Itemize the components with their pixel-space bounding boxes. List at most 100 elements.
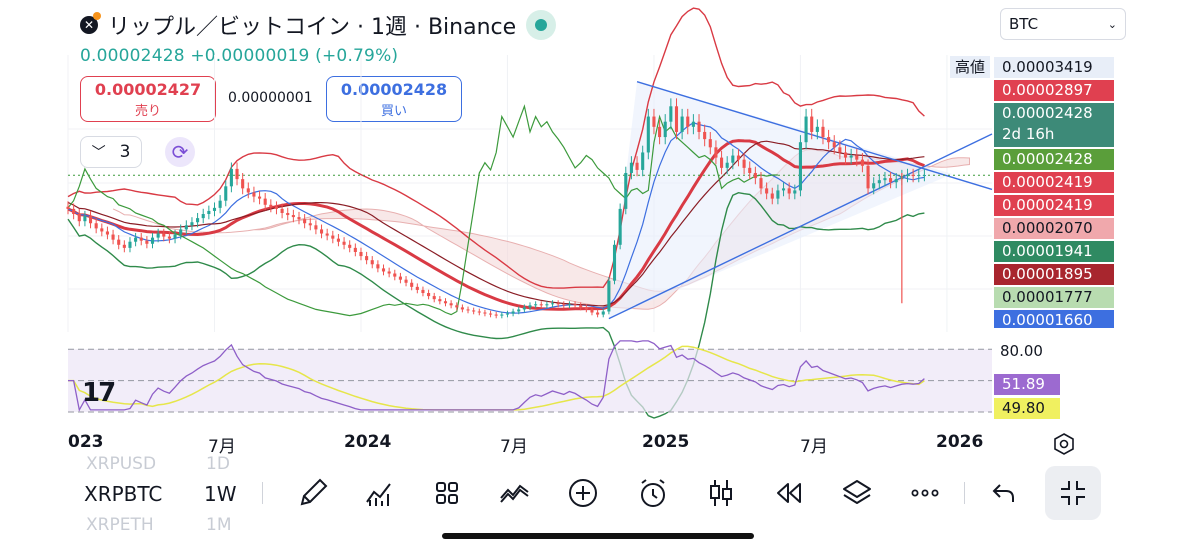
axis-settings-icon[interactable] (1052, 432, 1076, 456)
replay-icon[interactable] (772, 476, 806, 510)
price-axis-value: 0.00002428 (1002, 104, 1093, 122)
chart-pattern-icon[interactable] (498, 476, 532, 510)
candle-body (905, 175, 910, 177)
candle-body (505, 313, 510, 315)
candle-body (500, 314, 504, 316)
candle-body (860, 159, 864, 166)
interval-button[interactable]: 1W (204, 482, 237, 506)
trendlines (68, 81, 993, 320)
candle-body (286, 212, 290, 216)
candle-body (280, 208, 284, 213)
add-icon[interactable] (566, 476, 600, 510)
candle-body (443, 301, 448, 304)
candles-icon[interactable] (704, 476, 738, 510)
layers-icon[interactable] (840, 476, 874, 510)
symbol-button[interactable]: XRPBTC (84, 482, 163, 506)
candle-body (872, 183, 876, 189)
candle-body (105, 231, 109, 235)
candle-body (263, 198, 267, 205)
symbol-title[interactable]: リップル／ビットコイン · 1週 · Binance (108, 15, 517, 40)
time-label: 7月 (208, 437, 236, 457)
indicator-toggle[interactable]: ﹀ 3 (80, 136, 142, 168)
candle-body (765, 188, 769, 194)
candle-body (212, 207, 217, 211)
candle-body (742, 159, 746, 168)
market-status-icon[interactable] (526, 10, 557, 40)
time-label: 2026 (936, 432, 984, 452)
candle-body (359, 251, 363, 257)
candle-body (781, 188, 786, 191)
candle-body (308, 223, 312, 226)
candle-body (162, 233, 166, 237)
candle-body (669, 106, 673, 122)
candle-body (66, 206, 70, 209)
candle-body (612, 244, 617, 281)
candle-body (235, 168, 239, 180)
candle-body (190, 222, 194, 226)
candle-body (714, 147, 718, 158)
indicators-icon[interactable] (362, 476, 396, 510)
draw-icon[interactable] (296, 476, 330, 510)
candle-body (483, 312, 487, 314)
candle-body (517, 309, 521, 312)
candle-body (922, 175, 926, 177)
candle-body (297, 217, 301, 220)
candle-body (348, 244, 352, 248)
candle-body (460, 307, 464, 310)
candle-body (703, 131, 707, 140)
candle-body (877, 180, 881, 184)
time-label: 2025 (642, 432, 690, 452)
currency-select[interactable]: BTC ⌄ (1000, 8, 1126, 40)
price-axis-label: 0.00001660 (994, 310, 1114, 329)
candle-body (229, 168, 233, 187)
candle-body (134, 237, 138, 242)
candle-body (770, 193, 774, 199)
candle-body (404, 279, 408, 283)
candle-body (83, 216, 87, 222)
candle-body (753, 172, 757, 179)
spread-value: 0.00000001 (228, 90, 313, 106)
layout-grid-icon[interactable] (430, 476, 464, 510)
chevron-down-icon: ⌄ (1107, 17, 1117, 31)
refresh-icon[interactable]: ⟳ (165, 137, 195, 167)
candle-body (629, 162, 633, 173)
sell-button[interactable]: 0.00002427 売り (80, 76, 216, 122)
price-axis-value: 0.00001660 (1002, 311, 1093, 329)
toolbar-divider (262, 482, 263, 504)
candle-body (556, 303, 560, 305)
more-icon[interactable] (908, 476, 942, 510)
trendline-upper (636, 81, 993, 191)
candle-body (139, 237, 143, 241)
indicator-count: 3 (119, 142, 131, 162)
buy-button[interactable]: 0.00002428 買い (326, 76, 462, 122)
candle-body (567, 304, 571, 306)
alarm-icon[interactable] (636, 476, 670, 510)
candle-body (314, 225, 318, 230)
candle-body (596, 312, 600, 315)
collapse-button[interactable] (1045, 466, 1101, 520)
candle-body (77, 214, 81, 222)
candle-body (883, 178, 887, 181)
candle-body (494, 314, 498, 316)
candle-body (196, 218, 200, 223)
candle-body (652, 116, 656, 127)
candle-body (708, 139, 712, 148)
candle-body (325, 233, 329, 236)
candle-body (303, 219, 307, 224)
candle-body (387, 271, 391, 274)
candle-body (832, 142, 836, 148)
candle-body (534, 304, 538, 306)
candle-body (111, 234, 115, 240)
candle-body (342, 241, 346, 245)
price-axis-value: 0.00001895 (1002, 265, 1093, 283)
candle-body (246, 188, 250, 193)
candle-body (472, 310, 476, 312)
undo-icon[interactable] (986, 476, 1020, 510)
close-icon[interactable]: ✕ (80, 12, 101, 34)
osc-upper-label: 80.00 (1000, 342, 1043, 360)
candle-body (838, 147, 842, 153)
countdown-label: 2d 16h (1002, 125, 1055, 143)
candle-body (269, 204, 273, 207)
candle-body (179, 229, 183, 235)
